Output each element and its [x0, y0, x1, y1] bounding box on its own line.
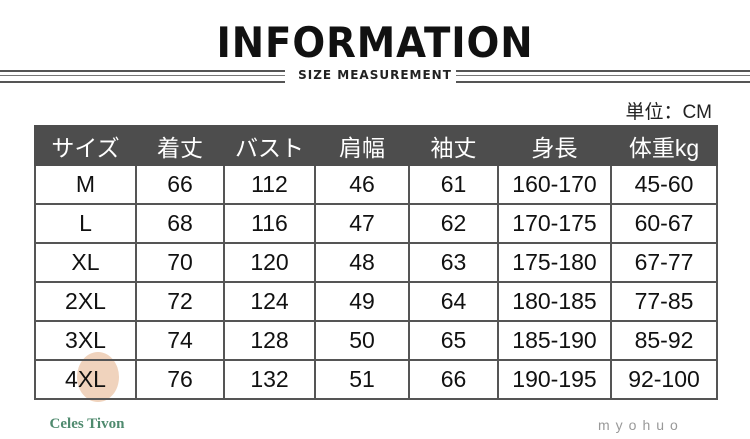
- table-cell: 51: [314, 359, 410, 400]
- table-cell: 128: [223, 320, 316, 361]
- table-row: 3XL 74 128 50 65 185-190 85-92: [34, 320, 718, 361]
- table-cell: 48: [314, 242, 410, 283]
- column-header: 体重kg: [610, 125, 718, 166]
- table-cell: 65: [408, 320, 499, 361]
- page-title: INFORMATION: [216, 18, 534, 67]
- column-header: 身長: [497, 125, 612, 166]
- column-header: 着丈: [135, 125, 225, 166]
- table-cell: 2XL: [34, 281, 137, 322]
- table-cell: 170-175: [497, 203, 612, 244]
- table-cell: 185-190: [497, 320, 612, 361]
- table-cell: 62: [408, 203, 499, 244]
- table-row: 2XL 72 124 49 64 180-185 77-85: [34, 281, 718, 322]
- column-header: 肩幅: [314, 125, 410, 166]
- table-cell: 47: [314, 203, 410, 244]
- watermark: myohuo: [598, 417, 684, 433]
- table-cell: 68: [135, 203, 225, 244]
- table-row: XL 70 120 48 63 175-180 67-77: [34, 242, 718, 283]
- table-cell: 160-170: [497, 164, 612, 205]
- table-cell: 63: [408, 242, 499, 283]
- table-cell: 45-60: [610, 164, 718, 205]
- table-cell: 76: [135, 359, 225, 400]
- table-cell: 66: [408, 359, 499, 400]
- table-cell: 64: [408, 281, 499, 322]
- table-cell: 70: [135, 242, 225, 283]
- table-cell: 50: [314, 320, 410, 361]
- table-header-row: サイズ 着丈 バスト 肩幅 袖丈 身長 体重kg: [34, 125, 718, 166]
- table-cell: 49: [314, 281, 410, 322]
- table-row: L 68 116 47 62 170-175 60-67: [34, 203, 718, 244]
- column-header: サイズ: [34, 125, 137, 166]
- table-cell: 77-85: [610, 281, 718, 322]
- table-cell: 72: [135, 281, 225, 322]
- unit-label: 単位：CM: [625, 102, 712, 123]
- table-cell: 85-92: [610, 320, 718, 361]
- table-cell: L: [34, 203, 137, 244]
- divider-right: [456, 70, 750, 83]
- table-cell: 180-185: [497, 281, 612, 322]
- table-cell: 46: [314, 164, 410, 205]
- table-cell: 3XL: [34, 320, 137, 361]
- table-cell: 132: [223, 359, 316, 400]
- table-cell: 66: [135, 164, 225, 205]
- table-cell: 92-100: [610, 359, 718, 400]
- table-cell: 116: [223, 203, 316, 244]
- logo-text: Celes Tivon: [49, 416, 125, 432]
- table-row: 4XL 76 132 51 66 190-195 92-100: [34, 359, 718, 400]
- table-row: M 66 112 46 61 160-170 45-60: [34, 164, 718, 205]
- table-cell: 112: [223, 164, 316, 205]
- table-cell: 67-77: [610, 242, 718, 283]
- divider-left: [0, 70, 285, 83]
- table-cell: 74: [135, 320, 225, 361]
- column-header: 袖丈: [408, 125, 499, 166]
- column-header: バスト: [223, 125, 316, 166]
- table-cell: XL: [34, 242, 137, 283]
- table-cell: 4XL: [34, 359, 137, 400]
- size-table: サイズ 着丈 バスト 肩幅 袖丈 身長 体重kg M 66 112 46 61 160-170 45-6…: [34, 125, 718, 400]
- table-cell: 124: [223, 281, 316, 322]
- table-cell: 190-195: [497, 359, 612, 400]
- table-cell: 61: [408, 164, 499, 205]
- table-cell: 175-180: [497, 242, 612, 283]
- subtitle: SIZE MEASUREMENT: [298, 68, 452, 82]
- table-cell: M: [34, 164, 137, 205]
- table-cell: 120: [223, 242, 316, 283]
- table-cell: 60-67: [610, 203, 718, 244]
